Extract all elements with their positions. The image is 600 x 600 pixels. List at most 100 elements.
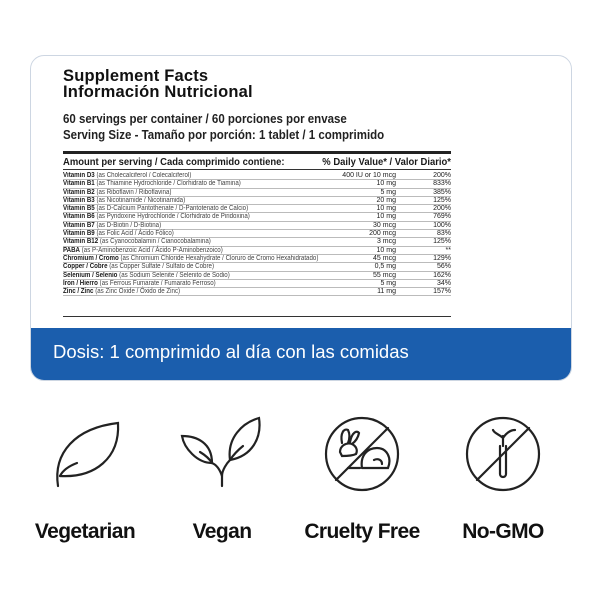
amount: 10 mg <box>376 213 396 221</box>
daily-value: 34% <box>436 279 451 287</box>
nutrient-name: Vitamin B12 <box>63 238 99 246</box>
nutrient-name: Selenium / Selenio <box>63 271 118 279</box>
nutrient-source: (as Zinc Oxide / Óxido de Zinc) <box>95 288 181 296</box>
nutrient-source: (as Thiamine Hydrochloride / Clorhidrato… <box>96 180 241 188</box>
table-row: Vitamin B3 (as Nicotinamide / Nicotinami… <box>63 196 451 206</box>
nutrient-name: Iron / Hierro <box>63 279 98 287</box>
badge-label: No-GMO <box>462 520 544 543</box>
table-row: Vitamin B12 (as Cyanocobalamin / Cianoco… <box>63 238 451 247</box>
daily-value: 385% <box>433 188 451 196</box>
amount: 400 IU or 10 mcg <box>342 172 396 179</box>
nutrient: Selenium / Selenio (as Sodium Selenite /… <box>63 272 230 280</box>
amount: 20 mg <box>376 196 396 204</box>
amount: 10 mg <box>376 180 396 188</box>
nutrient-source: (as D-Biotin / D-Biotina) <box>96 221 162 229</box>
daily-value: 162% <box>433 271 451 279</box>
serving-size: Serving Size - Tamaño por porción: 1 tab… <box>63 128 385 142</box>
nutrient: Zinc / Zinc (as Zinc Oxide / Óxido de Zi… <box>63 288 180 296</box>
amount: 11 mg <box>377 288 396 296</box>
nutrient-name: Vitamin B2 <box>63 188 95 196</box>
nutrient-name: Vitamin D3 <box>63 172 95 179</box>
badge-label: Vegan <box>192 520 252 543</box>
daily-value: 833% <box>433 180 451 188</box>
badge-vegetarian: Vegetarian <box>35 408 136 543</box>
amount: 55 mcg <box>373 271 396 279</box>
nutrient-source: (as Cholecalciferol / Colecalciferol) <box>96 172 192 179</box>
supplement-facts-panel: Supplement Facts Información Nutricional… <box>30 55 572 381</box>
table-row: Vitamin B9 (as Folic Acid / Ácido Fólico… <box>63 230 451 239</box>
leaf-icon <box>56 421 120 488</box>
servings-per-container: 60 servings per container / 60 porciones… <box>63 112 347 126</box>
daily-value: 129% <box>433 254 451 262</box>
nutrient: Vitamin B9 (as Folic Acid / Ácido Fólico… <box>63 230 174 238</box>
nutrient-table: Vitamin D3 (as Cholecalciferol / Colecal… <box>63 172 451 297</box>
nutrient-name: Copper / Cobre <box>63 263 108 271</box>
nutrient: Vitamin B5 (as D-Calcium Pantothenate / … <box>63 205 248 213</box>
table-row: Vitamin B5 (as D-Calcium Pantothenate / … <box>63 205 451 214</box>
table-row: Vitamin B2 (as Riboflavin / Riboflavina)… <box>63 189 451 197</box>
nutrient: Vitamin B3 (as Nicotinamide / Nicotinami… <box>63 197 185 205</box>
table-row: Selenium / Selenio (as Sodium Selenite /… <box>63 272 451 280</box>
dv-header: % Daily Value* / Valor Diario* <box>322 156 451 168</box>
title-es: Información Nutricional <box>63 83 253 101</box>
nutrient: Vitamin B7 (as D-Biotin / D-Biotina) <box>63 222 161 230</box>
badge-vegan: Vegan <box>172 408 272 543</box>
nutrient-source: (as Nicotinamide / Nicotinamida) <box>96 196 186 204</box>
nutrient-source: (as Folic Acid / Ácido Fólico) <box>96 230 174 238</box>
amount: 5 mg <box>380 188 396 196</box>
nutrient: Vitamin D3 (as Cholecalciferol / Colecal… <box>63 172 191 180</box>
nutrient: Vitamin B1 (as Thiamine Hydrochloride / … <box>63 180 241 188</box>
badge-cruelty-free: Cruelty Free <box>304 408 420 543</box>
amount: 30 mcg <box>373 221 396 229</box>
amount: 10 mg <box>376 246 396 254</box>
daily-value: 200% <box>433 205 451 213</box>
divider <box>63 316 451 317</box>
table-row: Vitamin D3 (as Cholecalciferol / Colecal… <box>63 172 451 181</box>
badge-label: Cruelty Free <box>304 520 420 543</box>
amount-header: Amount per serving / Cada comprimido con… <box>63 156 285 168</box>
nutrient-name: Vitamin B6 <box>63 213 95 221</box>
amount: 45 mcg <box>373 254 396 262</box>
nutrient-source: (as Cyanocobalamin / Cianocobalamina) <box>99 238 211 246</box>
nutrient: Iron / Hierro (as Ferrous Fumarate / Fum… <box>63 280 216 288</box>
daily-value: 125% <box>433 238 451 246</box>
nutrient-name: Vitamin B1 <box>63 180 95 188</box>
dosage-banner: Dosis: 1 comprimido al día con las comid… <box>31 328 571 380</box>
nutrient-source: (as Pyridoxine Hydrochloride / Clorhidra… <box>96 213 250 221</box>
amount: 0,5 mg <box>374 263 396 271</box>
table-row: Zinc / Zinc (as Zinc Oxide / Óxido de Zi… <box>63 288 451 297</box>
nutrient: Vitamin B12 (as Cyanocobalamin / Cianoco… <box>63 238 211 246</box>
table-row: Vitamin B6 (as Pyridoxine Hydrochloride … <box>63 213 451 222</box>
nutrient-source: (as P-Aminobenzoic Acid / Ácido P-Aminob… <box>81 246 223 254</box>
nutrient-source: (as D-Calcium Pantothenate / D-Pantotena… <box>96 205 249 213</box>
nutrient-name: Zinc / Zinc <box>63 288 94 296</box>
no-rabbit-icon <box>324 416 400 492</box>
amount: 5 mg <box>380 279 396 287</box>
table-header: Amount per serving / Cada comprimido con… <box>63 156 451 170</box>
nutrient: Copper / Cobre (as Copper Sulfate / Sulf… <box>63 263 214 271</box>
badge-no-gmo: No-GMO <box>453 408 553 543</box>
nutrient: Vitamin B6 (as Pyridoxine Hydrochloride … <box>63 213 250 221</box>
no-gmo-icon <box>465 416 541 492</box>
nutrient-name: Chromium / Cromo <box>63 254 119 262</box>
nutrient: Vitamin B2 (as Riboflavin / Riboflavina) <box>63 189 171 197</box>
nutrient-name: Vitamin B9 <box>63 230 95 238</box>
table-row: Iron / Hierro (as Ferrous Fumarate / Fum… <box>63 279 451 289</box>
amount: 3 mcg <box>376 238 396 246</box>
table-row: Vitamin B7 (as D-Biotin / D-Biotina) 30 m… <box>63 221 451 231</box>
nutrient-name: Vitamin B7 <box>63 221 95 229</box>
table-row: PABA (as P-Aminobenzoic Acid / Ácido P-A… <box>63 247 451 255</box>
amount: 10 mg <box>376 205 396 213</box>
daily-value: ** <box>445 246 451 254</box>
nutrient-source: (as Copper Sulfate / Sulfato de Cobre) <box>109 263 215 271</box>
table-row: Chromium / Cromo (as Chromium Chloride H… <box>63 254 451 264</box>
nutrient-name: PABA <box>63 246 81 254</box>
nutrient-name: Vitamin B5 <box>63 205 95 213</box>
nutrient-source: (as Chromium Chloride Hexahydrate / Clor… <box>120 254 319 262</box>
daily-value: 200% <box>433 172 451 179</box>
daily-value: 56% <box>436 263 451 271</box>
amount: 200 mcg <box>369 230 396 238</box>
nutrient: Chromium / Cromo (as Chromium Chloride H… <box>63 255 318 263</box>
divider <box>63 151 451 154</box>
daily-value: 100% <box>433 221 451 229</box>
